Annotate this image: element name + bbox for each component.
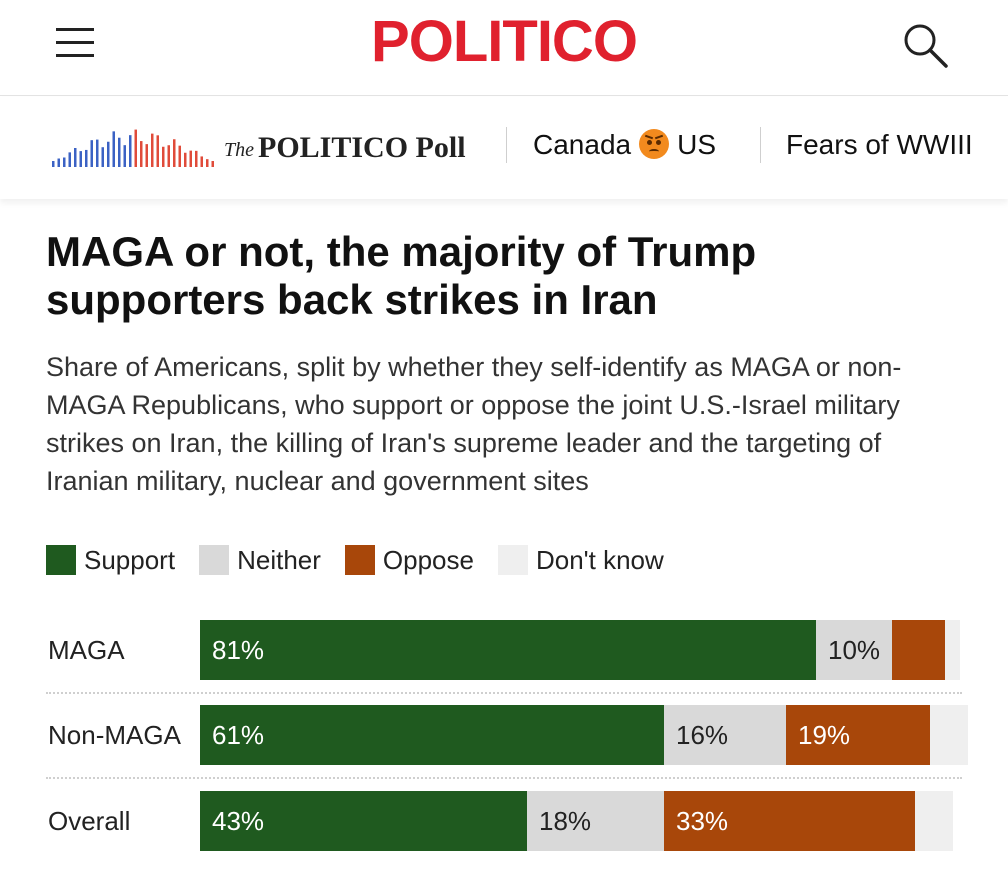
bar-segment-oppose: 19%: [786, 705, 930, 765]
poll-wave-bar: [68, 152, 71, 167]
poll-wave-icon: [52, 129, 214, 167]
poll-wave-bar: [123, 145, 126, 167]
poll-wave-bar: [151, 133, 154, 167]
poll-wave-bar: [52, 161, 55, 167]
hamburger-menu-icon[interactable]: [56, 28, 94, 58]
chart-subhead: Share of Americans, split by whether the…: [46, 352, 902, 496]
poll-wave-bar: [162, 146, 165, 167]
poll-wave-bar: [85, 149, 88, 167]
nav-link-canada-text: Canada: [533, 129, 632, 160]
politico-logo[interactable]: POLITICO: [371, 9, 638, 74]
bar-segment-don-t-know: [930, 705, 968, 765]
bar-segment-oppose: 33%: [664, 791, 915, 851]
legend-item: Support: [46, 545, 175, 576]
poll-wave-bar: [200, 156, 203, 167]
politico-poll-brand[interactable]: The POLITICO Poll: [50, 125, 490, 169]
row-label: Non-MAGA: [48, 720, 181, 750]
legend-label: Support: [84, 544, 176, 575]
poll-brand-the: The: [224, 139, 254, 161]
sub-navigation: The POLITICO Poll Canada US Fears of WWII…: [0, 97, 1008, 199]
poll-wave-bar: [134, 129, 137, 167]
poll-brand-name: POLITICO Poll: [258, 131, 466, 164]
chart-headline: MAGA or not, the majority of Trump suppo…: [46, 228, 757, 323]
poll-wave-bar: [195, 150, 198, 167]
nav-link-us-text: US: [677, 129, 716, 160]
legend-item: Neither: [199, 545, 321, 576]
poll-wave-bar: [178, 145, 181, 167]
nav-link-canada-us[interactable]: Canada US: [533, 127, 716, 163]
bar-segment-support: 43%: [200, 791, 527, 851]
bar-segment-oppose: [892, 620, 945, 680]
poll-wave-bar: [74, 148, 77, 167]
poll-wave-bar: [211, 161, 214, 167]
legend-item: Oppose: [344, 544, 474, 576]
legend-swatch: [199, 545, 230, 575]
row-divider: [46, 777, 962, 779]
poll-wave-bar: [129, 135, 132, 167]
chart-legend: Support Neither Oppose Don't know: [46, 542, 966, 578]
bar-segment-neither: 10%: [816, 620, 892, 680]
poll-wave-bar: [206, 159, 209, 167]
legend-swatch: [46, 545, 76, 575]
row-label: Overall: [48, 806, 131, 836]
search-icon[interactable]: [900, 20, 950, 70]
nav-link-wwiii[interactable]: Fears of WWIII: [786, 129, 973, 160]
angry-face-icon: [639, 129, 670, 159]
poll-wave-bar: [184, 152, 187, 167]
poll-wave-bar: [96, 139, 99, 167]
nav-separator: [506, 127, 507, 163]
legend-label: Neither: [237, 544, 321, 575]
row-label: MAGA: [48, 635, 125, 665]
legend-swatch: [497, 545, 528, 575]
poll-wave-bar: [167, 145, 170, 167]
legend-label: Oppose: [382, 544, 474, 575]
poll-wave-bar: [63, 157, 66, 167]
poll-wave-bar: [90, 140, 93, 167]
row-divider: [46, 692, 962, 694]
poll-wave-bar: [107, 141, 110, 167]
legend-swatch: [344, 545, 375, 575]
poll-wave-bar: [140, 141, 143, 167]
bar-segment-support: 81%: [200, 620, 816, 680]
bar-segment-don-t-know: [945, 620, 960, 680]
bar-segment-don-t-know: [915, 791, 953, 851]
bar-segment-neither: 18%: [527, 791, 664, 851]
stacked-bar-chart: MAGA 81% 10% Non-MAGA 61% 16% 19% Overall 43% 18%…: [0, 600, 1008, 888]
bar-segment-support: 61%: [200, 705, 664, 765]
poll-wave-bar: [156, 135, 159, 167]
poll-wave-bar: [173, 139, 176, 167]
poll-wave-bar: [145, 144, 148, 167]
poll-wave-bar: [112, 131, 115, 167]
nav-separator: [760, 127, 761, 163]
legend-item: Don't know: [497, 544, 664, 576]
bar-segment-neither: 16%: [664, 705, 786, 765]
legend-label: Don't know: [535, 544, 664, 575]
top-header: POLITICO: [0, 0, 1008, 96]
poll-wave-bar: [118, 137, 121, 167]
poll-wave-bar: [189, 150, 192, 167]
poll-wave-bar: [101, 147, 104, 167]
poll-wave-bar: [79, 151, 82, 167]
poll-wave-bar: [57, 158, 60, 167]
